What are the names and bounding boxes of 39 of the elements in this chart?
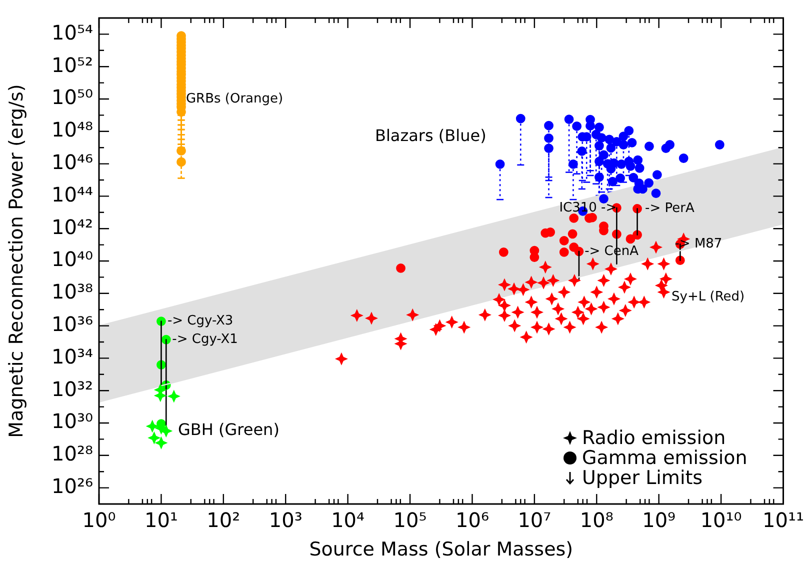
x-tick-label: 10¹¹ (762, 508, 804, 532)
annotation: -> Cgy-X1 (172, 332, 238, 348)
y-tick-label: 10⁵² (52, 52, 93, 77)
x-tick-label: 10⁰ (82, 508, 116, 532)
annotation: Sy+L (Red) (672, 289, 745, 304)
x-tick-label: 10⁹ (642, 508, 676, 532)
annotation: Radio emission (582, 427, 726, 449)
annotation: -> PerA (645, 201, 694, 216)
annotation: Gamma emission (582, 447, 748, 469)
x-tick-label: 10⁷ (518, 508, 552, 532)
annotation: GRBs (Orange) (186, 91, 284, 106)
y-tick-label: 10³⁰ (52, 409, 93, 434)
x-tick-label: 10⁶ (455, 508, 489, 532)
x-tick-label: 10⁴ (331, 508, 365, 532)
x-tick-label: 10¹ (144, 508, 178, 532)
x-axis-title: Source Mass (Solar Masses) (309, 538, 574, 561)
y-tick-label: 10³⁸ (52, 280, 93, 304)
annotation: GBH (Green) (178, 420, 280, 439)
y-tick-label: 10⁴⁸ (52, 118, 93, 142)
y-tick-label: 10⁴⁴ (52, 182, 93, 206)
y-tick-label: 10⁵⁰ (52, 85, 93, 110)
y-tick-label: 10³⁶ (52, 312, 93, 336)
annotation: -> Cgy-X3 (167, 314, 234, 329)
x-tick-label: 10¹⁰ (700, 508, 742, 532)
x-tick-label: 10⁸ (580, 508, 614, 532)
annotation: Blazars (Blue) (375, 126, 486, 145)
x-tick-label: 10² (206, 508, 240, 532)
y-tick-label: 10⁴² (52, 214, 93, 239)
y-tick-label: 10⁵⁴ (52, 20, 93, 44)
y-tick-label: 10⁴⁶ (52, 150, 93, 174)
y-axis-title: Magnetic Reconnection Power (erg/s) (5, 84, 28, 438)
y-tick-label: 10²⁶ (52, 474, 93, 498)
annotation: Upper Limits (582, 467, 703, 489)
x-tick-label: 10⁵ (393, 508, 427, 532)
y-tick-label: 10³⁴ (52, 344, 93, 368)
y-tick-label: 10²⁸ (52, 442, 93, 466)
y-tick-label: 10³² (52, 376, 93, 401)
y-tick-label: 10⁴⁰ (52, 247, 93, 272)
x-tick-label: 10³ (268, 508, 302, 532)
